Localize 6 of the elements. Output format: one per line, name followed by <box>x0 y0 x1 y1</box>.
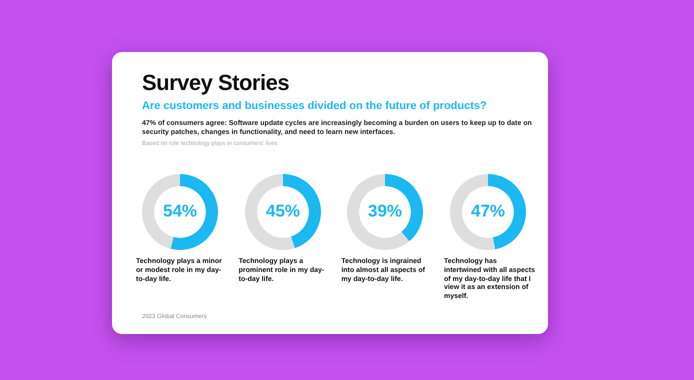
text: Survey Stories <box>142 70 290 96</box>
data-label: 54% <box>162 202 198 221</box>
data-label: 39% <box>368 202 402 221</box>
data-label: 47% <box>470 202 505 221</box>
data-label: 45% <box>266 202 300 221</box>
text: Are customers and businesses divided on the future of products? <box>142 100 488 112</box>
